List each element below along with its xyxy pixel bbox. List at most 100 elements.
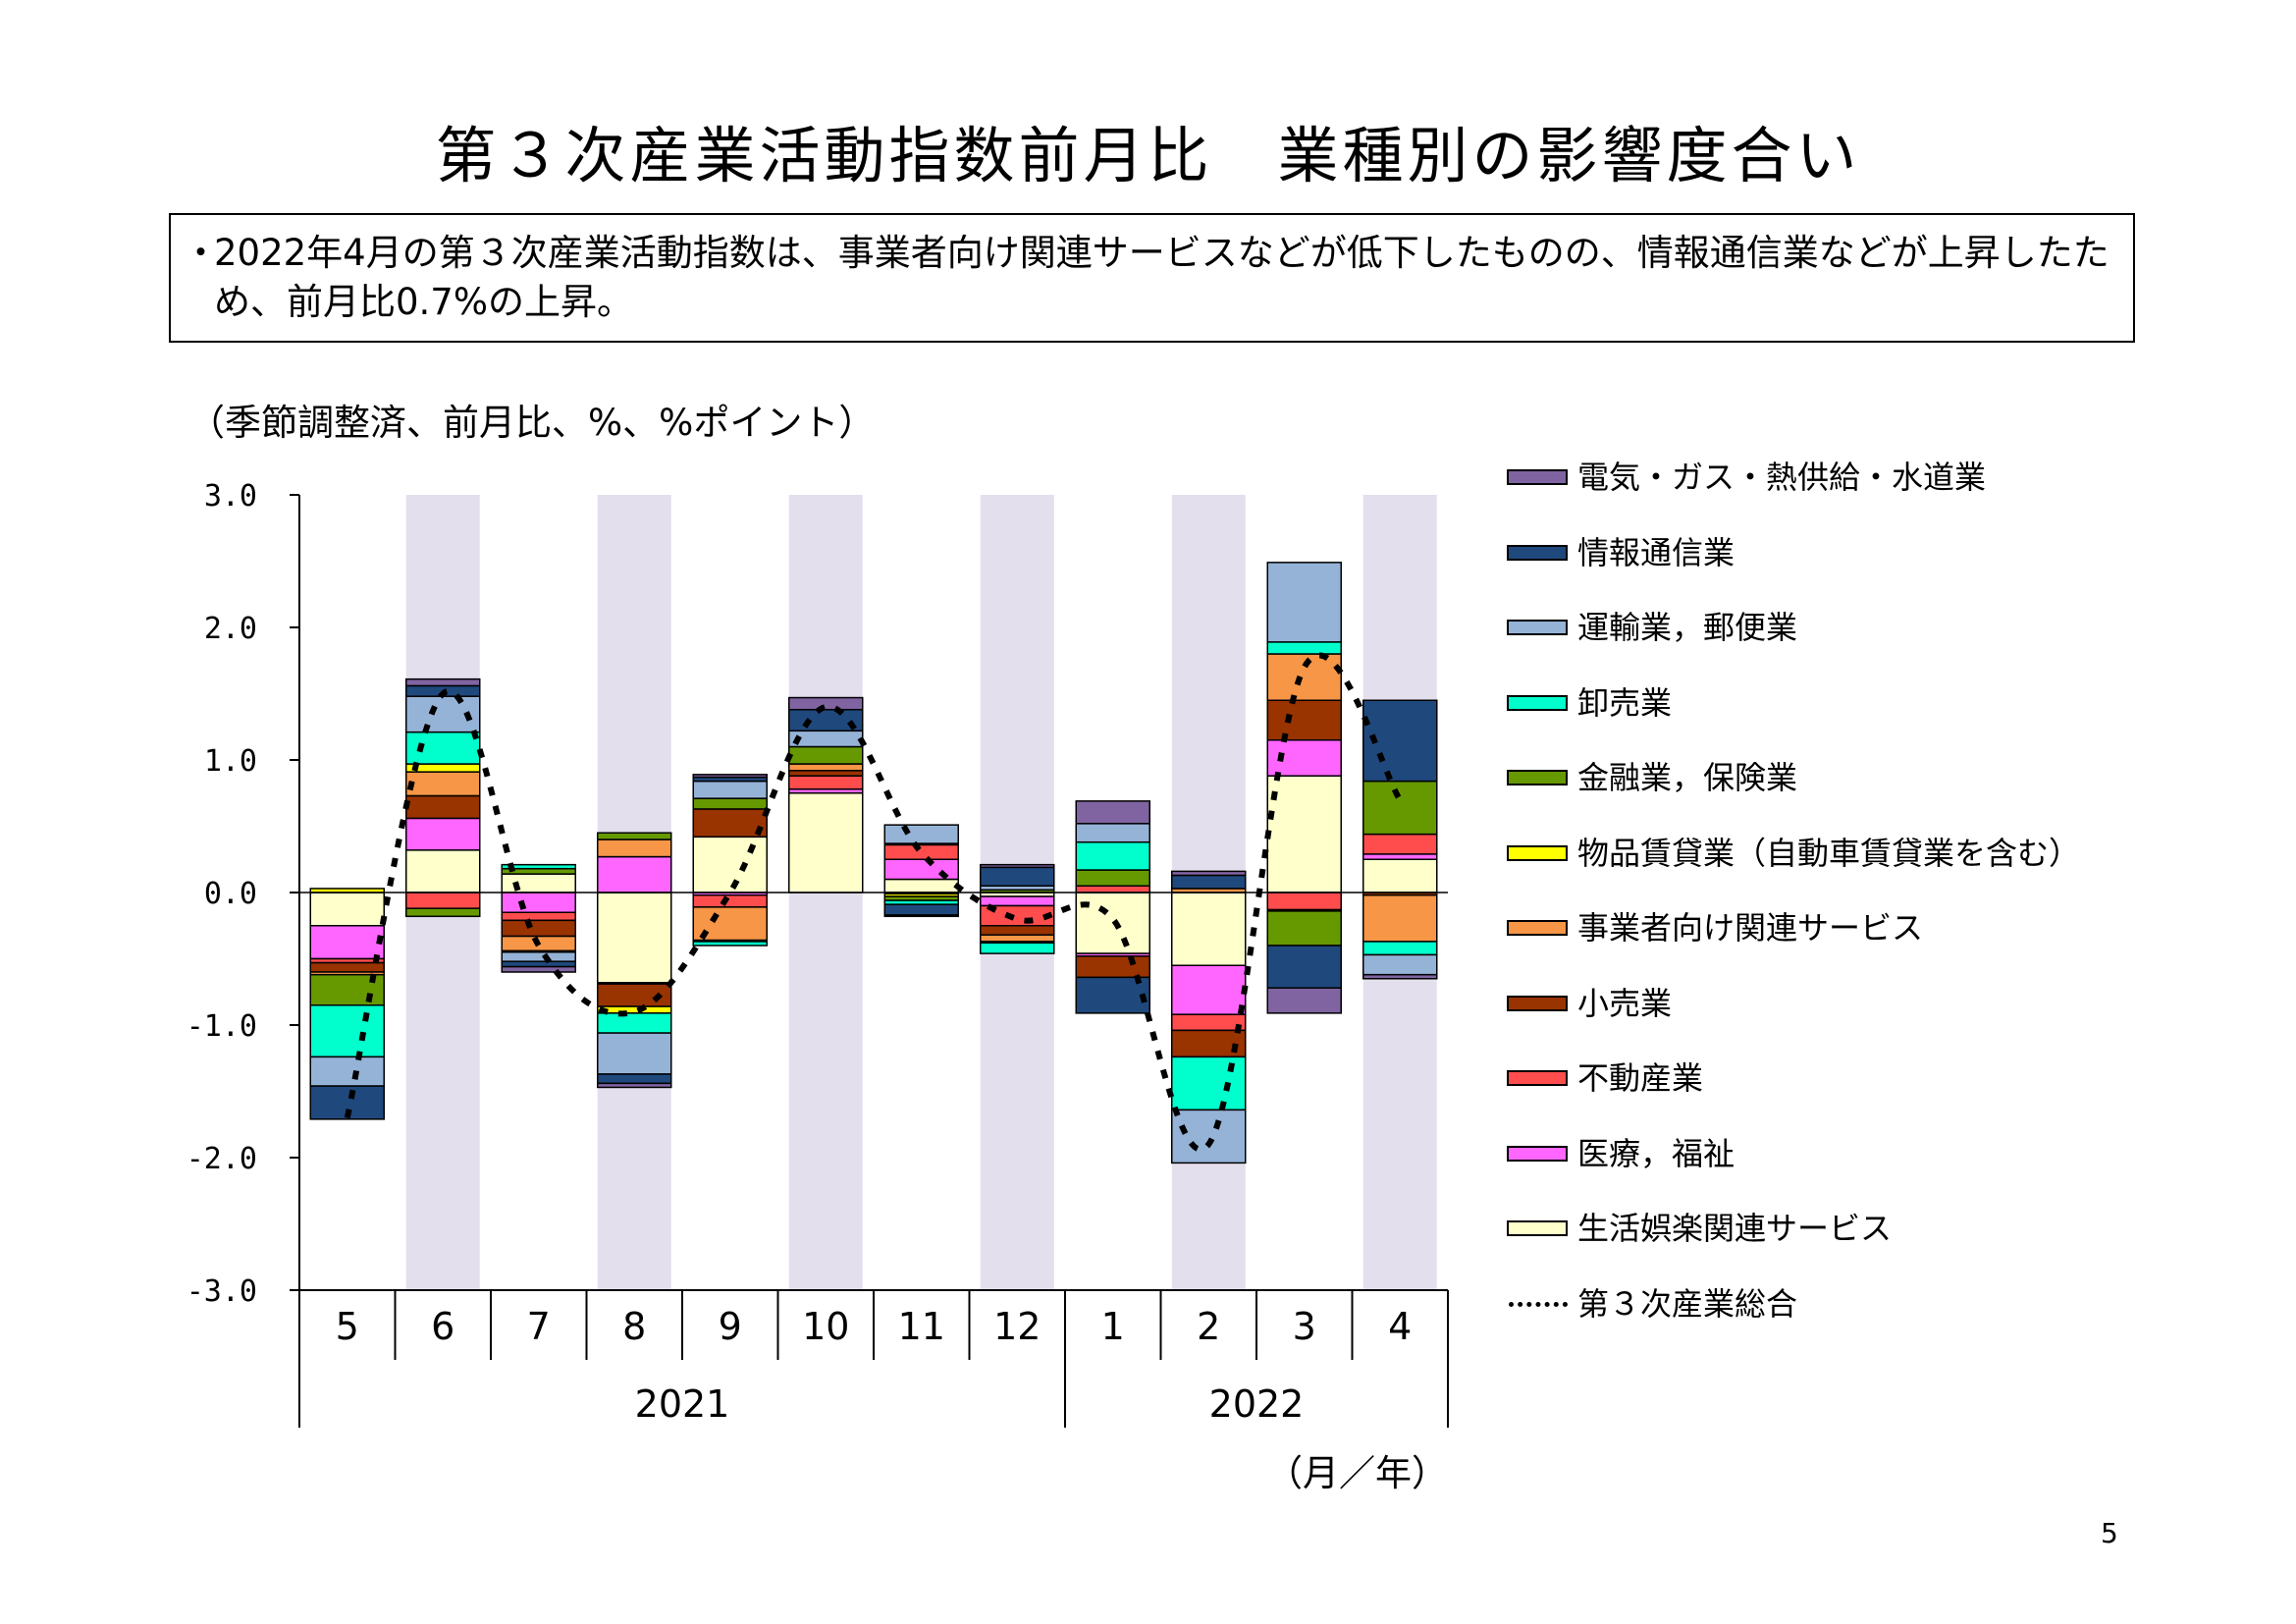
bar-segment (1075, 823, 1150, 843)
legend-label: 運輸業，郵便業 (1577, 609, 1798, 646)
bar-segment (309, 925, 385, 960)
legend-label: 金融業，保険業 (1577, 759, 1798, 796)
bar-segment (1075, 955, 1150, 979)
y-tick-label: -1.0 (187, 1009, 257, 1044)
bar-segment (788, 745, 864, 765)
x-tick-label: 4 (1388, 1305, 1412, 1348)
bar-segment (405, 677, 481, 687)
year-label: 2022 (1209, 1382, 1305, 1426)
legend-swatch (1507, 844, 1568, 861)
bar-segment (1075, 840, 1150, 871)
bar-segment (1171, 874, 1247, 890)
x-tick-label: 11 (898, 1305, 945, 1348)
bar-segment (597, 1032, 672, 1075)
bar-segment (883, 903, 959, 916)
bar-segment (1362, 858, 1438, 893)
bar-segment (309, 1004, 385, 1058)
bar-segment (980, 866, 1055, 887)
legend-label: 医療，福祉 (1577, 1134, 1735, 1172)
bar-segment (1171, 892, 1247, 966)
legend-label: 小売業 (1577, 984, 1673, 1022)
x-tick-label: 3 (1293, 1305, 1316, 1348)
bar-segment (980, 925, 1055, 936)
total-line (344, 652, 1403, 1153)
bar-segment (1266, 562, 1342, 643)
bar-segment (501, 892, 576, 913)
y-tick-label: 1.0 (204, 744, 257, 779)
bar-segment (501, 951, 576, 962)
x-tick-label: 2 (1197, 1305, 1220, 1348)
bar-segment (501, 960, 576, 968)
bar-segment (1362, 893, 1438, 943)
bar-segment (1266, 641, 1342, 655)
bar-segment (1266, 892, 1342, 911)
bar-segment (501, 919, 576, 938)
x-tick-label: 6 (431, 1305, 454, 1348)
bar-segment (597, 832, 672, 840)
bar-segment (692, 774, 768, 779)
bar-segment (1362, 953, 1438, 976)
bar-segment (309, 892, 385, 927)
bar-segment (788, 792, 864, 893)
bar-segment (1362, 780, 1438, 836)
bar-segment (405, 892, 481, 909)
x-tick-label: 9 (719, 1305, 742, 1348)
unit-label: （季節調整済、前月比、%、%ポイント） (188, 402, 876, 444)
legend-label: 事業者向け関連サービス (1577, 909, 1924, 947)
y-tick-label: 3.0 (204, 479, 257, 514)
y-tick-label: -3.0 (187, 1274, 257, 1309)
y-tick-label: 0.0 (204, 877, 257, 911)
x-tick-label: 8 (622, 1305, 646, 1348)
bar-segment (1075, 800, 1150, 825)
legend-swatch (1507, 770, 1568, 785)
legend-swatch (1507, 920, 1568, 936)
bar-segment (1362, 941, 1438, 956)
legend-swatch (1507, 1145, 1568, 1162)
bar-segment (405, 849, 481, 893)
bar-segment (1171, 1013, 1247, 1032)
page-title: 第３次産業活動指数前月比 業種別の影響度合い (435, 120, 1861, 191)
bar-segment (1075, 885, 1150, 893)
bar-segment (1075, 869, 1150, 887)
x-tick-label: 1 (1101, 1305, 1125, 1348)
bar-segment (1266, 910, 1342, 947)
bar-segment (883, 914, 959, 918)
y-tick-label: 2.0 (204, 612, 257, 646)
bar-segment (597, 892, 672, 984)
legend-swatch (1507, 1220, 1568, 1236)
legend-label: 第３次産業総合 (1577, 1284, 1798, 1323)
bar-segment (1362, 853, 1438, 860)
bar-segment (309, 961, 385, 973)
legend-label: 卸売業 (1577, 683, 1673, 722)
bar-segment (788, 775, 864, 790)
bar-segment (405, 731, 481, 765)
bar-segment (501, 911, 576, 922)
bar-segment (597, 839, 672, 858)
bar-segment (309, 1056, 385, 1087)
bar-segment (1266, 653, 1342, 701)
bar-segment (405, 695, 481, 733)
bar-segment (1266, 699, 1342, 741)
legend-label: 電気・ガス・熱供給・水道業 (1577, 459, 1987, 496)
bar-segment (597, 855, 672, 893)
bar-segment (501, 863, 576, 870)
bar-segment (1266, 945, 1342, 989)
summary-text: 2022年4月の第３次産業活動指数は、事業者向け関連サービスなどが低下したものの… (214, 232, 2109, 323)
bar-segment (692, 893, 768, 908)
bar-segment (1171, 1109, 1247, 1164)
legend-swatch (1507, 469, 1568, 485)
bar-segment (692, 941, 768, 947)
bar-segment (883, 843, 959, 861)
bar-segment (1171, 870, 1247, 877)
bar-segment (1266, 987, 1342, 1014)
bar-segment (597, 1005, 672, 1014)
x-tick-label: 5 (336, 1305, 359, 1348)
legend-label: 生活娯楽関連サービス (1577, 1210, 1893, 1247)
legend-swatch (1509, 1301, 1568, 1307)
bar-segment (692, 836, 768, 893)
legend-swatch (1507, 995, 1568, 1011)
y-tick-label: -2.0 (187, 1142, 257, 1176)
legend-swatch (1507, 544, 1568, 561)
bar-segment (405, 907, 481, 918)
